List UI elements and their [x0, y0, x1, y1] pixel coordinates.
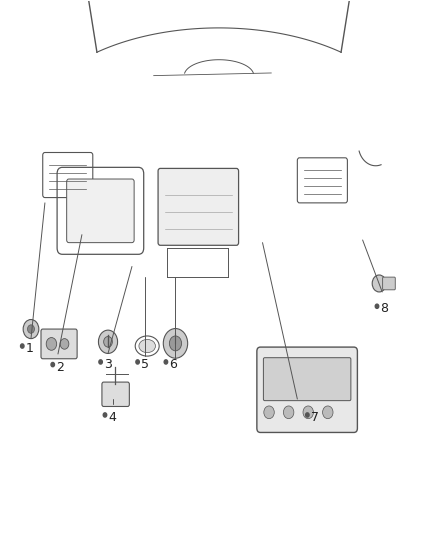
Circle shape	[99, 360, 102, 364]
Circle shape	[99, 330, 117, 353]
Text: 1: 1	[26, 342, 34, 355]
Circle shape	[136, 360, 139, 364]
FancyBboxPatch shape	[67, 179, 134, 243]
FancyBboxPatch shape	[158, 168, 239, 245]
Circle shape	[46, 337, 57, 350]
FancyBboxPatch shape	[383, 277, 395, 290]
Circle shape	[306, 413, 309, 417]
FancyBboxPatch shape	[102, 382, 129, 407]
Circle shape	[164, 360, 168, 364]
Circle shape	[170, 336, 182, 351]
Text: 6: 6	[170, 358, 177, 371]
Circle shape	[103, 413, 107, 417]
FancyBboxPatch shape	[41, 329, 77, 359]
Circle shape	[51, 362, 54, 367]
Circle shape	[264, 406, 274, 419]
Text: 2: 2	[56, 361, 64, 374]
Circle shape	[28, 325, 35, 333]
Text: 8: 8	[380, 302, 389, 316]
Circle shape	[375, 304, 379, 309]
Text: 4: 4	[109, 411, 117, 424]
Ellipse shape	[139, 340, 155, 353]
Circle shape	[104, 336, 113, 347]
Text: 3: 3	[104, 358, 112, 371]
Circle shape	[23, 319, 39, 338]
Circle shape	[21, 344, 24, 348]
Text: 5: 5	[141, 358, 149, 371]
Circle shape	[163, 328, 187, 358]
Text: 7: 7	[311, 411, 319, 424]
FancyBboxPatch shape	[263, 358, 351, 401]
Circle shape	[60, 338, 69, 349]
Circle shape	[283, 406, 294, 419]
FancyBboxPatch shape	[257, 347, 357, 432]
Circle shape	[322, 406, 333, 419]
Circle shape	[303, 406, 314, 419]
Circle shape	[372, 275, 386, 292]
